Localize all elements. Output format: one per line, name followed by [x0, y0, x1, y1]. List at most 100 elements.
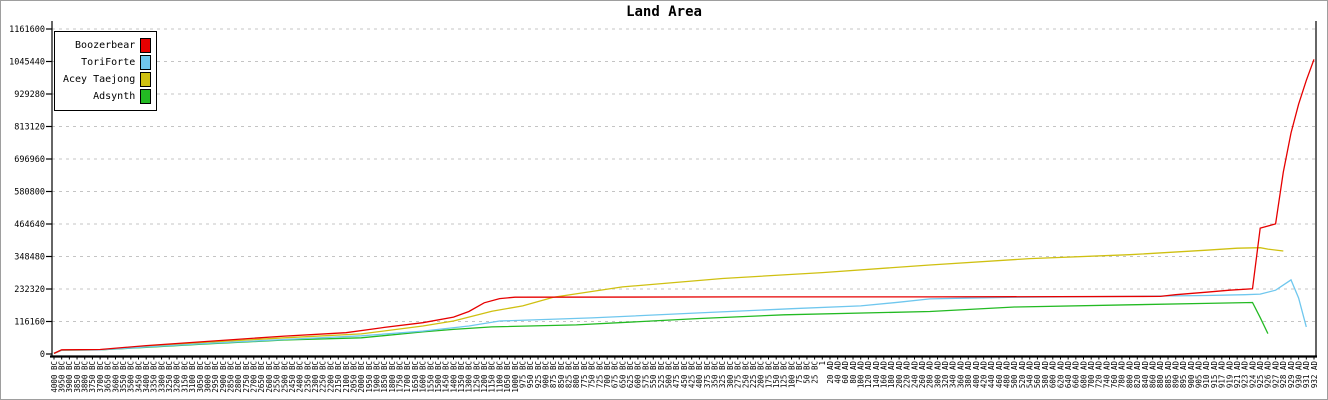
x-axis-label: 2450 BC: [288, 361, 297, 393]
x-axis-label: 450 BC: [680, 361, 689, 388]
x-axis-label: 1250 BC: [472, 361, 481, 393]
x-axis-label: 924 AD: [1248, 361, 1257, 389]
x-axis-label: 2200 BC: [326, 361, 335, 393]
x-axis-label: 1050 BC: [503, 361, 512, 393]
series-line-adsynth: [53, 301, 1269, 354]
x-axis-label: 1500 BC: [434, 361, 443, 393]
x-axis-label: 380 AD: [964, 361, 973, 389]
x-axis-label: 325 BC: [718, 361, 727, 388]
x-axis-label: 340 AD: [949, 361, 958, 389]
x-axis-label: 150 BC: [772, 361, 781, 388]
x-axis-label: 1200 BC: [480, 361, 489, 393]
x-axis-label: 575 BC: [641, 361, 650, 388]
y-axis-label: 813120: [14, 123, 45, 133]
x-axis-label: 120 AD: [864, 361, 873, 389]
x-axis-label: 200 AD: [895, 361, 904, 389]
x-axis-label: 700 AD: [1087, 361, 1096, 389]
x-axis-label: 425 BC: [687, 361, 696, 388]
x-axis-label: 3200 BC: [173, 361, 182, 393]
x-axis-label: 2750 BC: [242, 361, 251, 393]
x-axis-label: 475 BC: [672, 361, 681, 388]
x-axis-label: 3700 BC: [96, 361, 105, 393]
x-axis-label: 2350 BC: [303, 361, 312, 393]
y-axis-label: 464640: [14, 220, 45, 230]
x-axis-label: 780 AD: [1118, 361, 1127, 389]
x-axis-label: 900 AD: [1187, 361, 1196, 389]
legend-label: Boozerbear: [75, 40, 136, 51]
x-axis-label: 180 AD: [887, 361, 896, 389]
x-axis-label: 3900 BC: [65, 361, 74, 393]
x-axis-label: 175 BC: [764, 361, 773, 388]
x-axis-label: 1550 BC: [426, 361, 435, 393]
x-axis-label: 929 AD: [1287, 361, 1296, 389]
x-axis-label: 160 AD: [880, 361, 889, 389]
x-axis-label: 905 AD: [1195, 361, 1204, 389]
y-axis-label: 696960: [14, 155, 45, 165]
x-axis-label: 100 AD: [857, 361, 866, 389]
x-axis-label: 80 AD: [849, 361, 858, 384]
x-axis-label: 917 AD: [1218, 361, 1227, 389]
x-axis-label: 900 BC: [542, 361, 551, 388]
y-axis-label: 1045440: [9, 58, 45, 68]
x-axis-label: 740 AD: [1102, 361, 1111, 389]
x-axis-label: 100 BC: [787, 361, 796, 388]
x-axis-label: 250 BC: [741, 361, 750, 388]
x-axis-label: 725 BC: [595, 361, 604, 388]
x-axis-label: 600 BC: [634, 361, 643, 388]
legend-swatch: [140, 89, 152, 104]
x-axis-label: 800 AD: [1125, 361, 1134, 389]
x-axis-label: 923 AD: [1241, 361, 1250, 389]
x-axis-label: 2550 BC: [273, 361, 282, 393]
x-axis-label: 200 BC: [757, 361, 766, 388]
x-axis-label: 840 AD: [1141, 361, 1150, 389]
x-axis-label: 3850 BC: [73, 361, 82, 393]
x-axis-label: 60 AD: [841, 361, 850, 384]
x-axis-label: 3350 BC: [150, 361, 159, 393]
x-axis-label: 910 AD: [1202, 361, 1211, 389]
x-axis-label: 885 AD: [1164, 361, 1173, 389]
x-axis-label: 1450 BC: [442, 361, 451, 393]
y-axis-label: 929280: [14, 90, 45, 100]
x-axis-label: 895 AD: [1179, 361, 1188, 389]
x-axis-label: 720 AD: [1095, 361, 1104, 389]
x-axis-label: 1100 BC: [495, 361, 504, 393]
x-axis-label: 125 BC: [780, 361, 789, 388]
x-axis-label: 520 AD: [1018, 361, 1027, 389]
x-axis-label: 2300 BC: [311, 361, 320, 393]
x-axis-label: 2650 BC: [257, 361, 266, 393]
x-axis-label: 4000 BC: [50, 361, 59, 393]
x-axis-label: 460 AD: [995, 361, 1004, 389]
x-axis-label: 3300 BC: [157, 361, 166, 393]
x-axis-label: 500 BC: [664, 361, 673, 388]
y-axis-label: 0: [40, 350, 45, 360]
chart-title: Land Area: [626, 4, 702, 20]
x-axis-label: 2850 BC: [227, 361, 236, 393]
x-axis-label: 2950 BC: [211, 361, 220, 393]
x-axis-label: 650 BC: [618, 361, 627, 388]
legend-label: Adsynth: [93, 91, 136, 102]
x-axis-label: 525 BC: [657, 361, 666, 388]
x-axis-label: 25 BC: [810, 361, 819, 384]
x-axis-label: 875 BC: [549, 361, 558, 388]
x-axis-label: 931 AD: [1302, 361, 1311, 389]
x-axis-label: 540 AD: [1026, 361, 1035, 389]
x-axis-label: 820 AD: [1133, 361, 1142, 389]
x-axis-label: 825 BC: [565, 361, 574, 388]
x-axis-label: 925 BC: [534, 361, 543, 388]
x-axis-label: 1800 BC: [388, 361, 397, 393]
x-axis-label: 3050 BC: [196, 361, 205, 393]
x-axis-label: 3000 BC: [203, 361, 212, 393]
x-axis-label: 400 AD: [972, 361, 981, 389]
x-axis-label: 3950 BC: [57, 361, 66, 393]
x-axis-label: 775 BC: [580, 361, 589, 388]
x-axis-label: 928 AD: [1279, 361, 1288, 389]
x-axis-label: 675 BC: [611, 361, 620, 388]
x-axis-label: 860 AD: [1148, 361, 1157, 389]
legend-item-acey-taejong: Acey Taejong: [63, 71, 152, 88]
legend-item-adsynth: Adsynth: [63, 88, 152, 105]
x-axis-label: 1900 BC: [372, 361, 381, 393]
x-axis-label: 2050 BC: [349, 361, 358, 393]
x-axis-label: 1150 BC: [488, 361, 497, 393]
